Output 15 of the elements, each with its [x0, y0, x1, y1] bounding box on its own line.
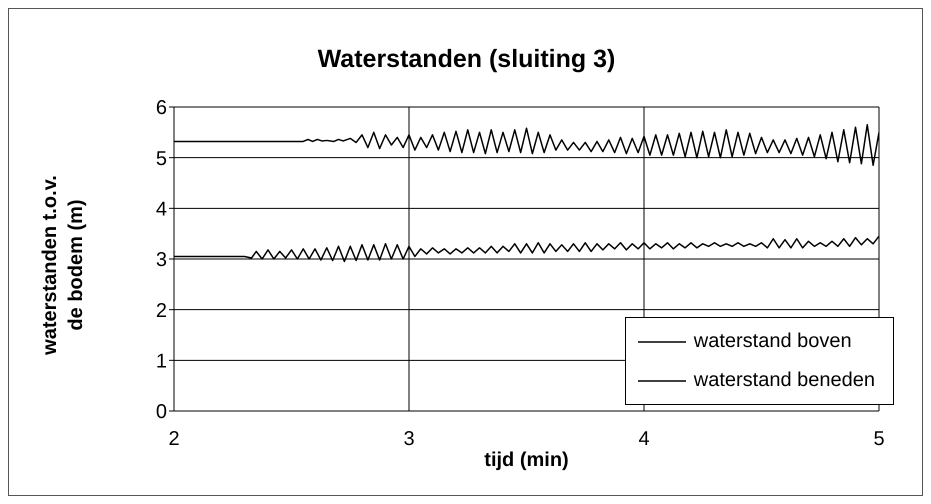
- y-tick-label: 0: [156, 401, 167, 424]
- y-tick-label: 2: [156, 300, 167, 322]
- x-tick-label: 4: [638, 428, 650, 450]
- y-axis-title: waterstanden t.o.v. de bodem (m): [38, 174, 88, 357]
- x-tick-label: 3: [403, 428, 415, 450]
- legend-label: waterstand boven: [694, 330, 852, 353]
- x-axis-title: tijd (min): [483, 449, 570, 472]
- y-tick-label: 3: [156, 249, 167, 272]
- y-tick-label: 4: [156, 198, 167, 220]
- y-tick-label: 1: [156, 350, 167, 372]
- y-tick-label: 5: [156, 148, 167, 170]
- chart-title: Waterstanden (sluiting 3): [316, 45, 616, 74]
- legend-label: waterstand beneden: [694, 369, 875, 392]
- x-tick-label: 5: [873, 428, 885, 450]
- y-tick-label: 6: [156, 97, 167, 120]
